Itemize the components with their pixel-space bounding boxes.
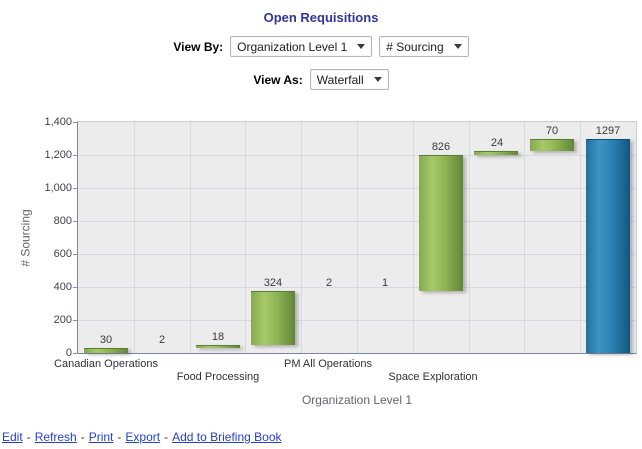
y-tick-label: 400	[53, 281, 72, 293]
y-tick-mark	[73, 353, 78, 354]
waterfall-bar[interactable]	[196, 344, 240, 348]
bar-value-label: 30	[99, 334, 113, 347]
link-separator: -	[80, 430, 85, 444]
gridline	[78, 320, 636, 321]
gridline	[78, 254, 636, 255]
y-tick-label: 1,000	[44, 182, 72, 194]
chevron-down-icon	[357, 44, 366, 49]
y-tick-label: 1,400	[44, 116, 72, 128]
view-by-row: View By: Organization Level 1 # Sourcing	[0, 36, 642, 57]
y-tick-mark	[73, 254, 78, 255]
waterfall-bar[interactable]	[251, 291, 295, 345]
y-tick-mark	[73, 155, 78, 156]
view-by-measure-select[interactable]: # Sourcing	[379, 36, 469, 57]
bar-value-label: 324	[263, 277, 283, 290]
y-tick-label: 600	[53, 248, 72, 260]
view-as-row: View As: Waterfall	[0, 69, 642, 90]
gridline	[78, 155, 636, 156]
bar-value-label: 1297	[595, 125, 621, 137]
y-tick-mark	[73, 287, 78, 288]
gridline-vertical	[134, 122, 135, 353]
view-by-label: View By:	[173, 39, 224, 54]
view-by-dimension-select[interactable]: Organization Level 1	[230, 36, 373, 57]
waterfall-bar[interactable]	[84, 348, 128, 353]
x-category-label: Space Exploration	[388, 371, 478, 383]
waterfall-bar[interactable]	[419, 154, 463, 291]
waterfall-bar[interactable]	[474, 150, 518, 155]
y-tick-label: 200	[53, 314, 72, 326]
gridline-vertical	[413, 122, 414, 353]
view-as-label: View As:	[253, 72, 303, 87]
gridline-vertical	[245, 122, 246, 353]
y-tick-label: 1,200	[44, 149, 72, 161]
gridline	[78, 221, 636, 222]
gridline-vertical	[580, 122, 581, 353]
x-axis-title: Organization Level 1	[301, 393, 413, 407]
gridline-vertical	[524, 122, 525, 353]
gridline-vertical	[190, 122, 191, 353]
link-separator: -	[117, 430, 122, 444]
bar-value-label: 2	[325, 276, 333, 289]
edit-link[interactable]: Edit	[2, 430, 23, 444]
page-title: Open Requisitions	[263, 10, 379, 25]
bar-value-label: 18	[211, 330, 225, 343]
action-links: Edit - Refresh - Print - Export - Add to Briefin…	[2, 430, 282, 444]
view-by-dimension-value: Organization Level 1	[237, 39, 348, 54]
view-as-select[interactable]: Waterfall	[309, 69, 389, 90]
add-to-briefing-book-link[interactable]: Add to Briefing Book	[172, 430, 282, 444]
waterfall-chart-plot-area: # Sourcing Organization Level 1 1,400 1,2…	[19, 116, 637, 407]
bar-value-label: 70	[545, 125, 559, 137]
y-tick-mark	[73, 320, 78, 321]
refresh-link[interactable]: Refresh	[34, 430, 77, 444]
export-link[interactable]: Export	[125, 430, 161, 444]
x-category-label: Canadian Operations	[54, 358, 158, 370]
print-link[interactable]: Print	[88, 430, 114, 444]
x-category-label: PM All Operations	[283, 358, 373, 370]
gridline-vertical	[469, 122, 470, 353]
gridline	[78, 287, 636, 288]
gridline	[78, 188, 636, 189]
view-by-measure-value: # Sourcing	[386, 39, 444, 54]
bar-value-label: 1	[381, 276, 389, 289]
waterfall-bar[interactable]	[530, 139, 574, 151]
gridline-vertical	[301, 122, 302, 353]
y-tick-mark	[73, 188, 78, 189]
chevron-down-icon	[373, 77, 382, 82]
y-tick-label: 800	[53, 215, 72, 227]
bar-value-label: 2	[158, 333, 166, 346]
y-tick-mark	[73, 122, 78, 123]
y-tick-mark	[73, 221, 78, 222]
waterfall-total-bar[interactable]	[586, 139, 630, 353]
chevron-down-icon	[453, 44, 462, 49]
bar-value-label: 826	[431, 140, 451, 153]
y-tick-label: 0	[65, 347, 72, 359]
link-separator: -	[164, 430, 169, 444]
bar-value-label: 24	[490, 136, 504, 149]
view-as-value: Waterfall	[316, 72, 364, 87]
x-category-label: Food Processing	[176, 371, 260, 383]
link-separator: -	[26, 430, 31, 444]
gridline-vertical	[357, 122, 358, 353]
